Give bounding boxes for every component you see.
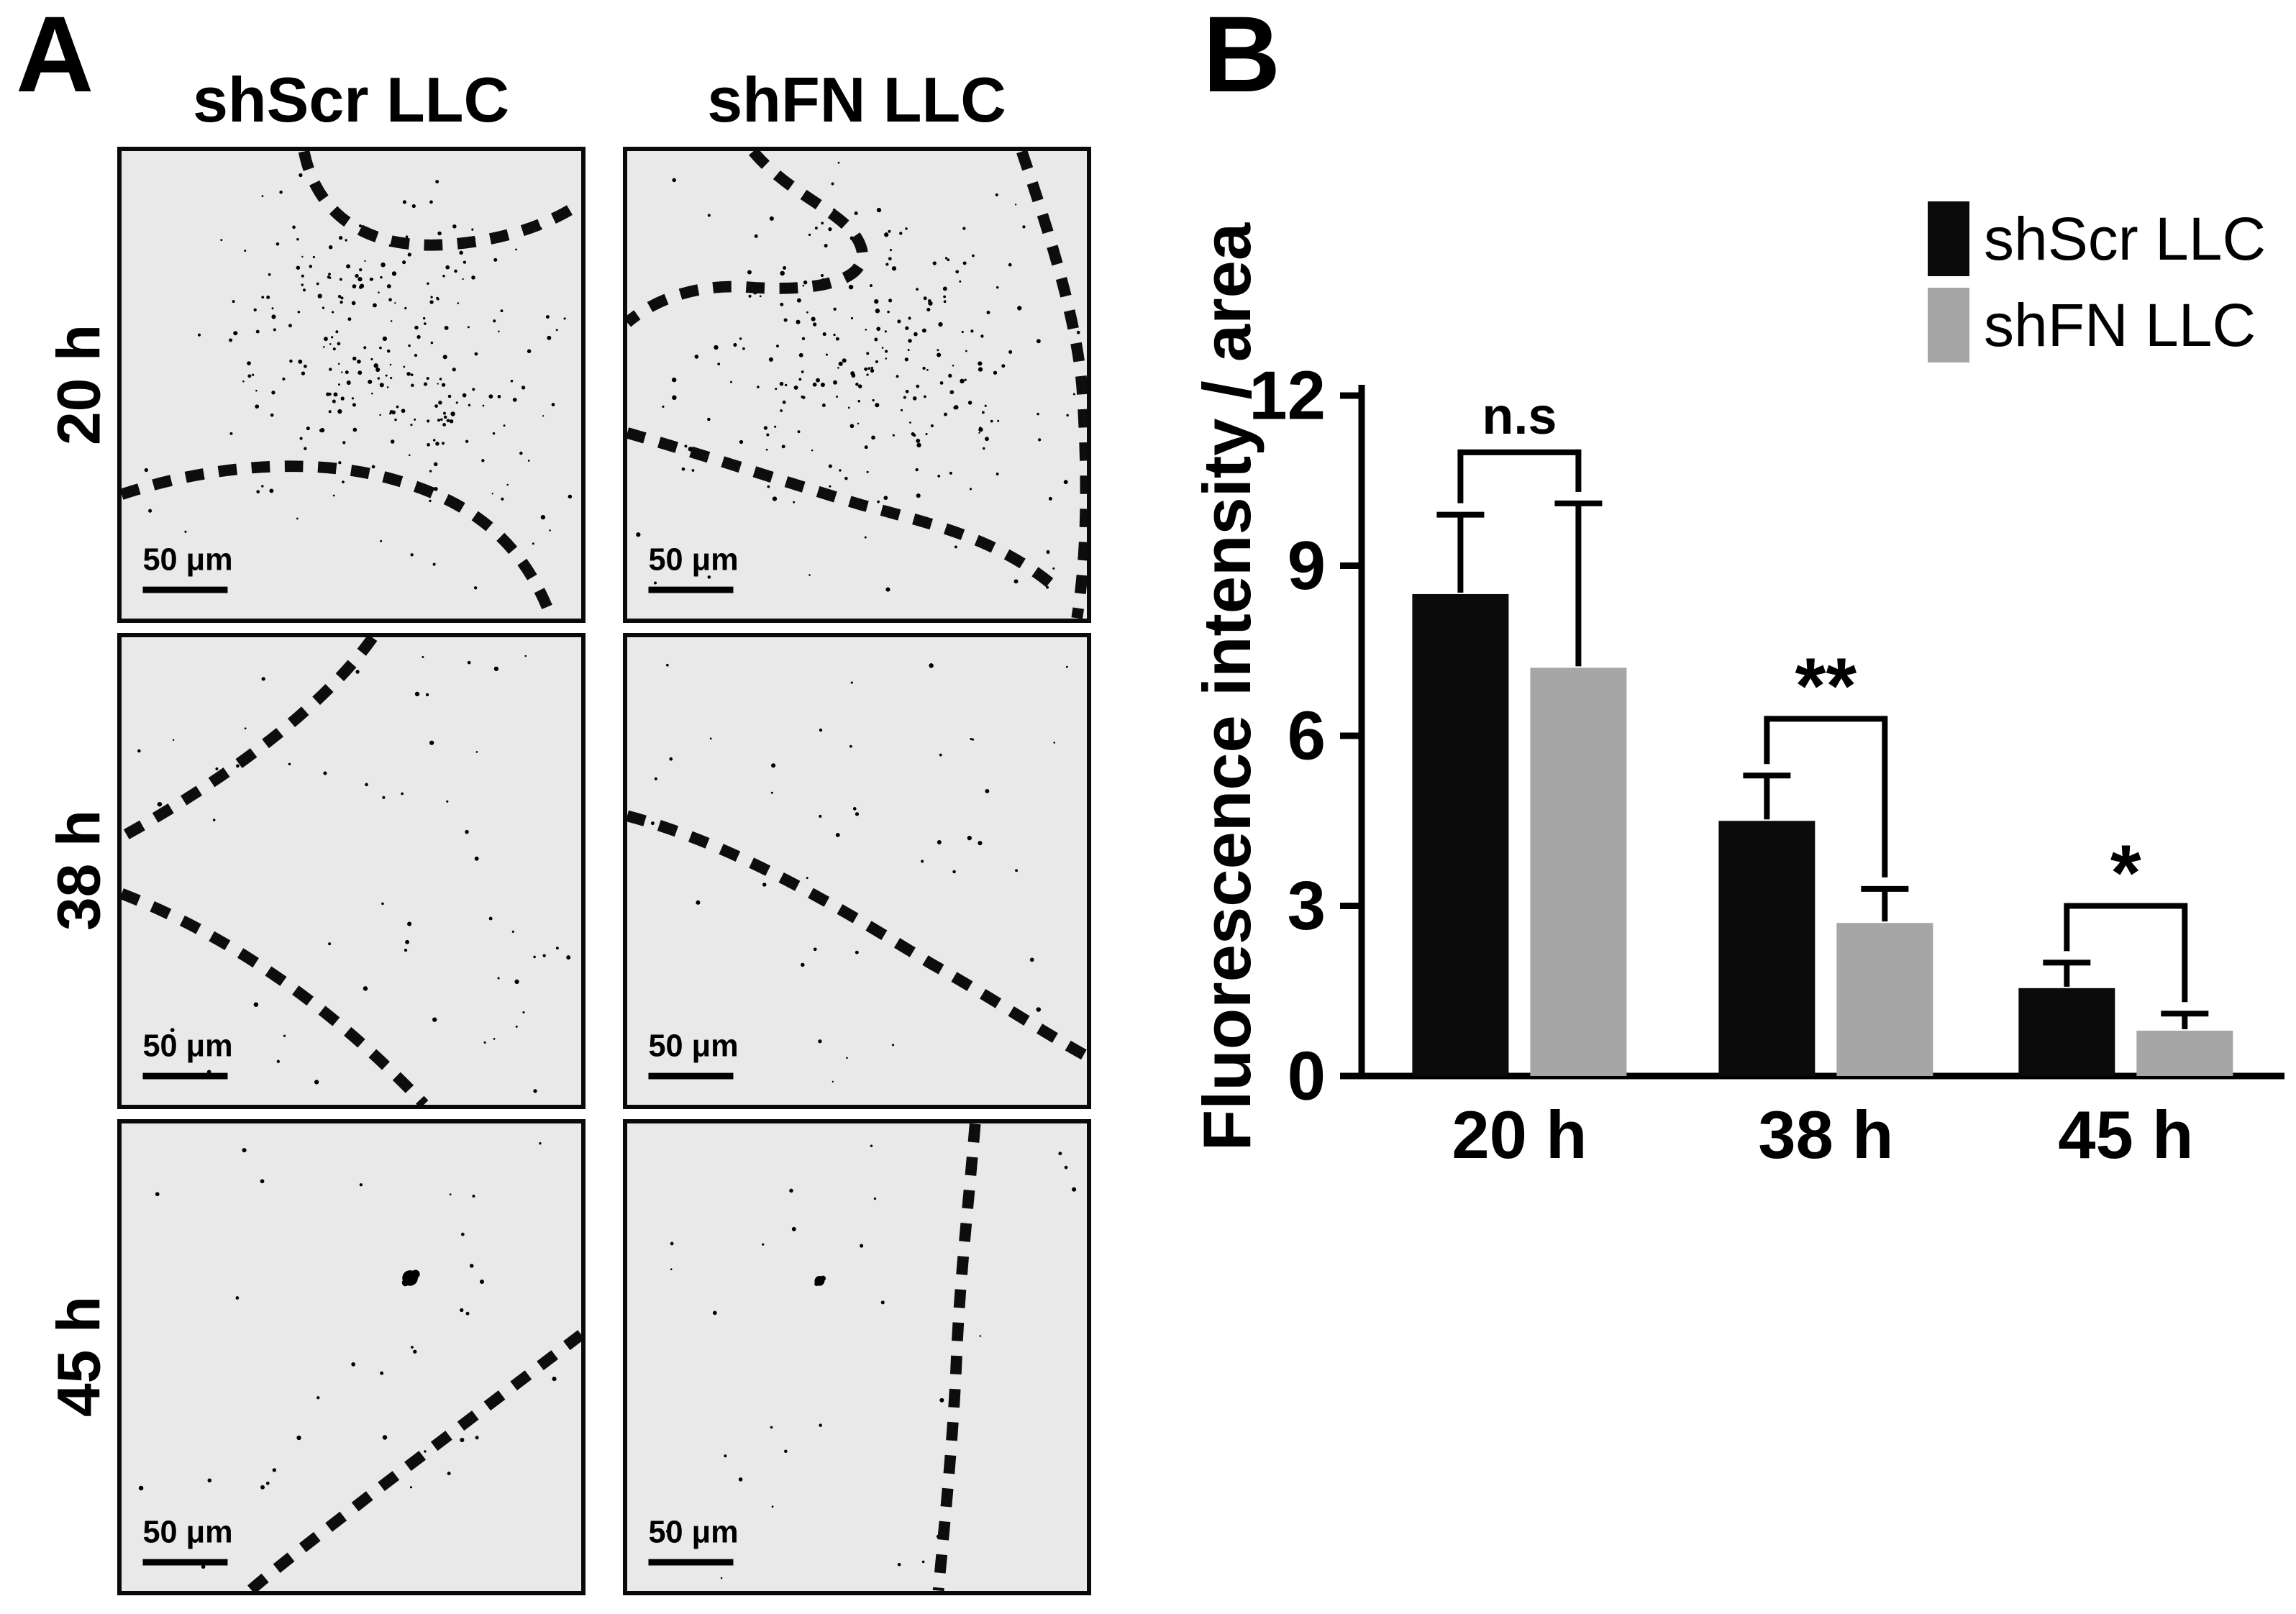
bar-shscr-llc-20h — [1412, 593, 1509, 1076]
legend-label-shscr: shScr LLC — [1984, 204, 2267, 273]
scale-bar-label: 50 μm — [142, 1029, 232, 1064]
bar-shfn-llc-38h — [1836, 923, 1933, 1076]
cell-clump — [814, 1275, 826, 1287]
x-tick-label-20h: 20 h — [1452, 1097, 1587, 1172]
micrograph-shscr-38h: 50 μm — [117, 633, 586, 1109]
cell-dots — [650, 663, 1068, 1083]
panel-a-label: A — [16, 0, 94, 114]
micrograph-image-shscr-38h: 50 μm — [122, 637, 571, 1105]
bar-shfn-llc-45h — [2136, 1030, 2233, 1076]
micrograph-shfn-38h: 50 μm — [623, 633, 1091, 1109]
bar-shfn-llc-20h — [1530, 667, 1627, 1076]
sig-label-20h: n.s — [1482, 388, 1557, 445]
cell-dots — [636, 161, 1080, 592]
legend-item-shfn: shFN LLC — [1928, 288, 2266, 363]
micrograph-shscr-45h: 50 μm — [117, 1119, 586, 1595]
legend-item-shscr: shScr LLC — [1928, 201, 2266, 276]
micrograph-shfn-20h: 50 μm — [623, 147, 1091, 623]
micrograph-image-shfn-20h: 50 μm — [627, 151, 1087, 619]
x-tick-label-45h: 45 h — [2058, 1097, 2193, 1172]
y-tick-label-3: 3 — [1288, 867, 1326, 944]
cell-dots — [138, 1142, 557, 1569]
wound-edge-dashed-line — [1016, 151, 1087, 619]
sig-label-45h: * — [2110, 829, 2141, 918]
cell-dots — [144, 173, 573, 590]
wound-edge-dashed-line — [298, 151, 581, 251]
scale-bar-label: 50 μm — [142, 543, 232, 578]
cell-clump — [401, 1269, 420, 1287]
wound-edge-dashed-line — [246, 1330, 581, 1591]
panel-b-label: B — [1203, 0, 1281, 114]
micrograph-image-shfn-45h: 50 μm — [648, 1123, 1077, 1591]
bar-shscr-llc-38h — [1718, 821, 1816, 1076]
cell-dots — [137, 655, 571, 1093]
scale-bar-label: 50 μm — [648, 1515, 738, 1550]
scale-bar-label: 50 μm — [648, 1029, 738, 1064]
micrograph-image-shscr-45h: 50 μm — [138, 1142, 581, 1591]
bar-shscr-llc-45h — [2018, 988, 2115, 1076]
cell-dots — [665, 1144, 1077, 1579]
legend-swatch-shscr — [1928, 201, 1969, 276]
legend-label-shfn: shFN LLC — [1984, 291, 2256, 359]
column-header-shfn: shFN LLC — [707, 64, 1006, 135]
y-tick-label-0: 0 — [1288, 1038, 1326, 1115]
column-header-shscr: shScr LLC — [192, 64, 510, 135]
micrograph-image-shscr-20h: 50 μm — [122, 151, 581, 619]
wound-edge-dashed-line — [627, 810, 1087, 1062]
micrograph-shscr-20h: 50 μm — [117, 147, 586, 623]
wound-edge-dashed-line — [932, 1123, 981, 1591]
wound-edge-dashed-line — [122, 637, 378, 842]
micrograph-shfn-45h: 50 μm — [623, 1119, 1091, 1595]
micrograph-image-shfn-38h: 50 μm — [627, 663, 1087, 1083]
scale-bar-label: 50 μm — [142, 1515, 232, 1550]
x-tick-label-38h: 38 h — [1758, 1097, 1893, 1172]
sig-label-38h: ** — [1795, 642, 1857, 730]
y-tick-label-12: 12 — [1249, 357, 1326, 434]
wound-edge-dashed-line — [122, 460, 557, 619]
y-tick-label-6: 6 — [1288, 698, 1326, 775]
wound-edge-dashed-line — [627, 151, 868, 327]
scale-bar-label: 50 μm — [648, 543, 738, 578]
wound-edge-dashed-line — [122, 888, 429, 1105]
legend-swatch-shfn — [1928, 288, 1969, 363]
wound-edge-dashed-line — [627, 427, 1055, 589]
y-tick-label-9: 9 — [1288, 527, 1326, 604]
chart-legend: shScr LLC shFN LLC — [1928, 201, 2266, 363]
